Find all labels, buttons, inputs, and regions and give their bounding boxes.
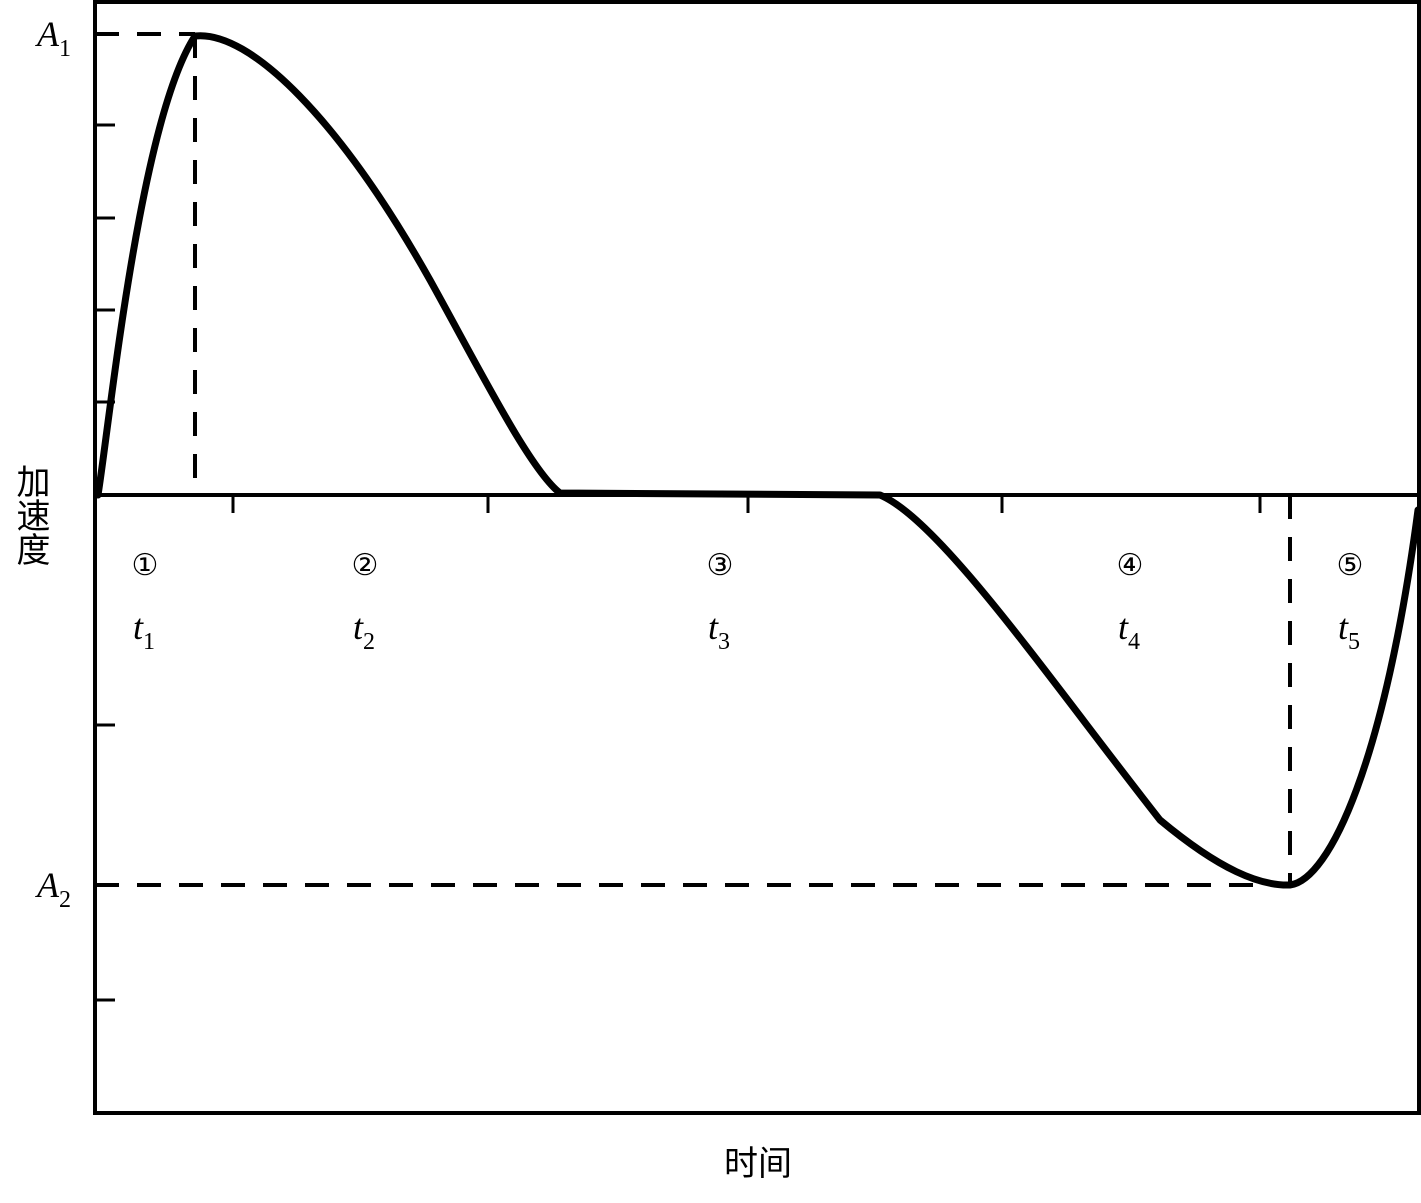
phase-circled-1: ① (132, 549, 159, 582)
phase-circled-5: ⑤ (1337, 549, 1364, 582)
x-axis-label: 时间 (724, 1145, 792, 1183)
phase-circled-2: ② (352, 549, 379, 582)
y-axis-label: 加速度 (11, 464, 50, 566)
acceleration-time-chart: A1A2①t1②t2③t3④t4⑤t5加速度时间 (0, 0, 1421, 1203)
chart-background (0, 0, 1421, 1203)
phase-circled-3: ③ (707, 549, 734, 582)
phase-circled-4: ④ (1117, 549, 1144, 582)
